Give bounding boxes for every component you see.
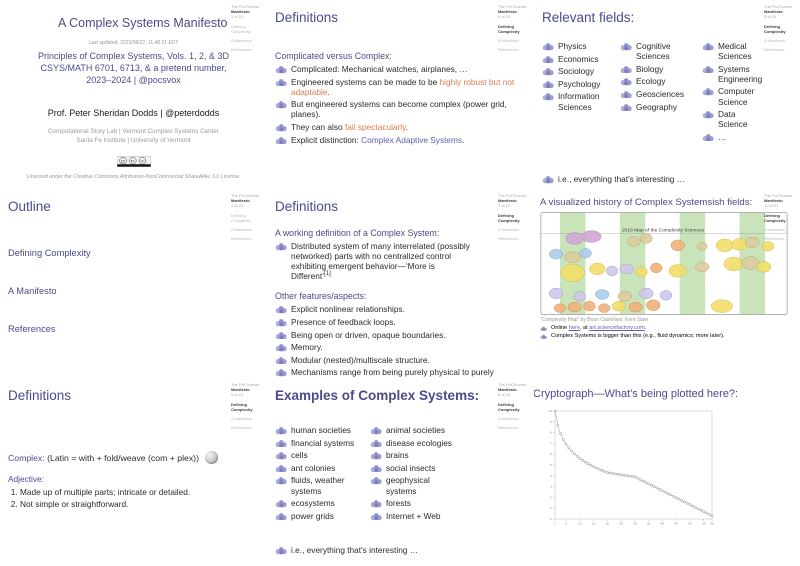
svg-text:9: 9 <box>550 420 552 424</box>
svg-text:10: 10 <box>578 522 582 526</box>
svg-text:0: 0 <box>550 517 552 521</box>
svg-text:45: 45 <box>674 522 678 526</box>
svg-text:3: 3 <box>550 485 552 489</box>
svg-text:58: 58 <box>710 522 714 526</box>
svg-text:20: 20 <box>606 522 610 526</box>
svg-text:2: 2 <box>550 495 552 499</box>
svg-text:1: 1 <box>554 522 556 526</box>
svg-text:50: 50 <box>688 522 692 526</box>
svg-text:25: 25 <box>619 522 623 526</box>
svg-text:NC: NC <box>140 159 144 163</box>
svg-text:35: 35 <box>647 522 651 526</box>
svg-text:5: 5 <box>565 522 567 526</box>
svg-text:30: 30 <box>633 522 637 526</box>
svg-text:4: 4 <box>550 474 552 478</box>
svg-text:6: 6 <box>550 452 552 456</box>
svg-text:5: 5 <box>550 463 552 467</box>
svg-text:55: 55 <box>702 522 706 526</box>
svg-text:10: 10 <box>548 409 552 413</box>
svg-text:2018 Map of the Complexity Sci: 2018 Map of the Complexity Sciences <box>622 228 705 234</box>
svg-text:7: 7 <box>550 441 552 445</box>
svg-text:8: 8 <box>550 431 552 435</box>
svg-text:BY: BY <box>130 159 134 163</box>
svg-text:1: 1 <box>550 506 552 510</box>
svg-text:15: 15 <box>592 522 596 526</box>
svg-text:40: 40 <box>661 522 665 526</box>
